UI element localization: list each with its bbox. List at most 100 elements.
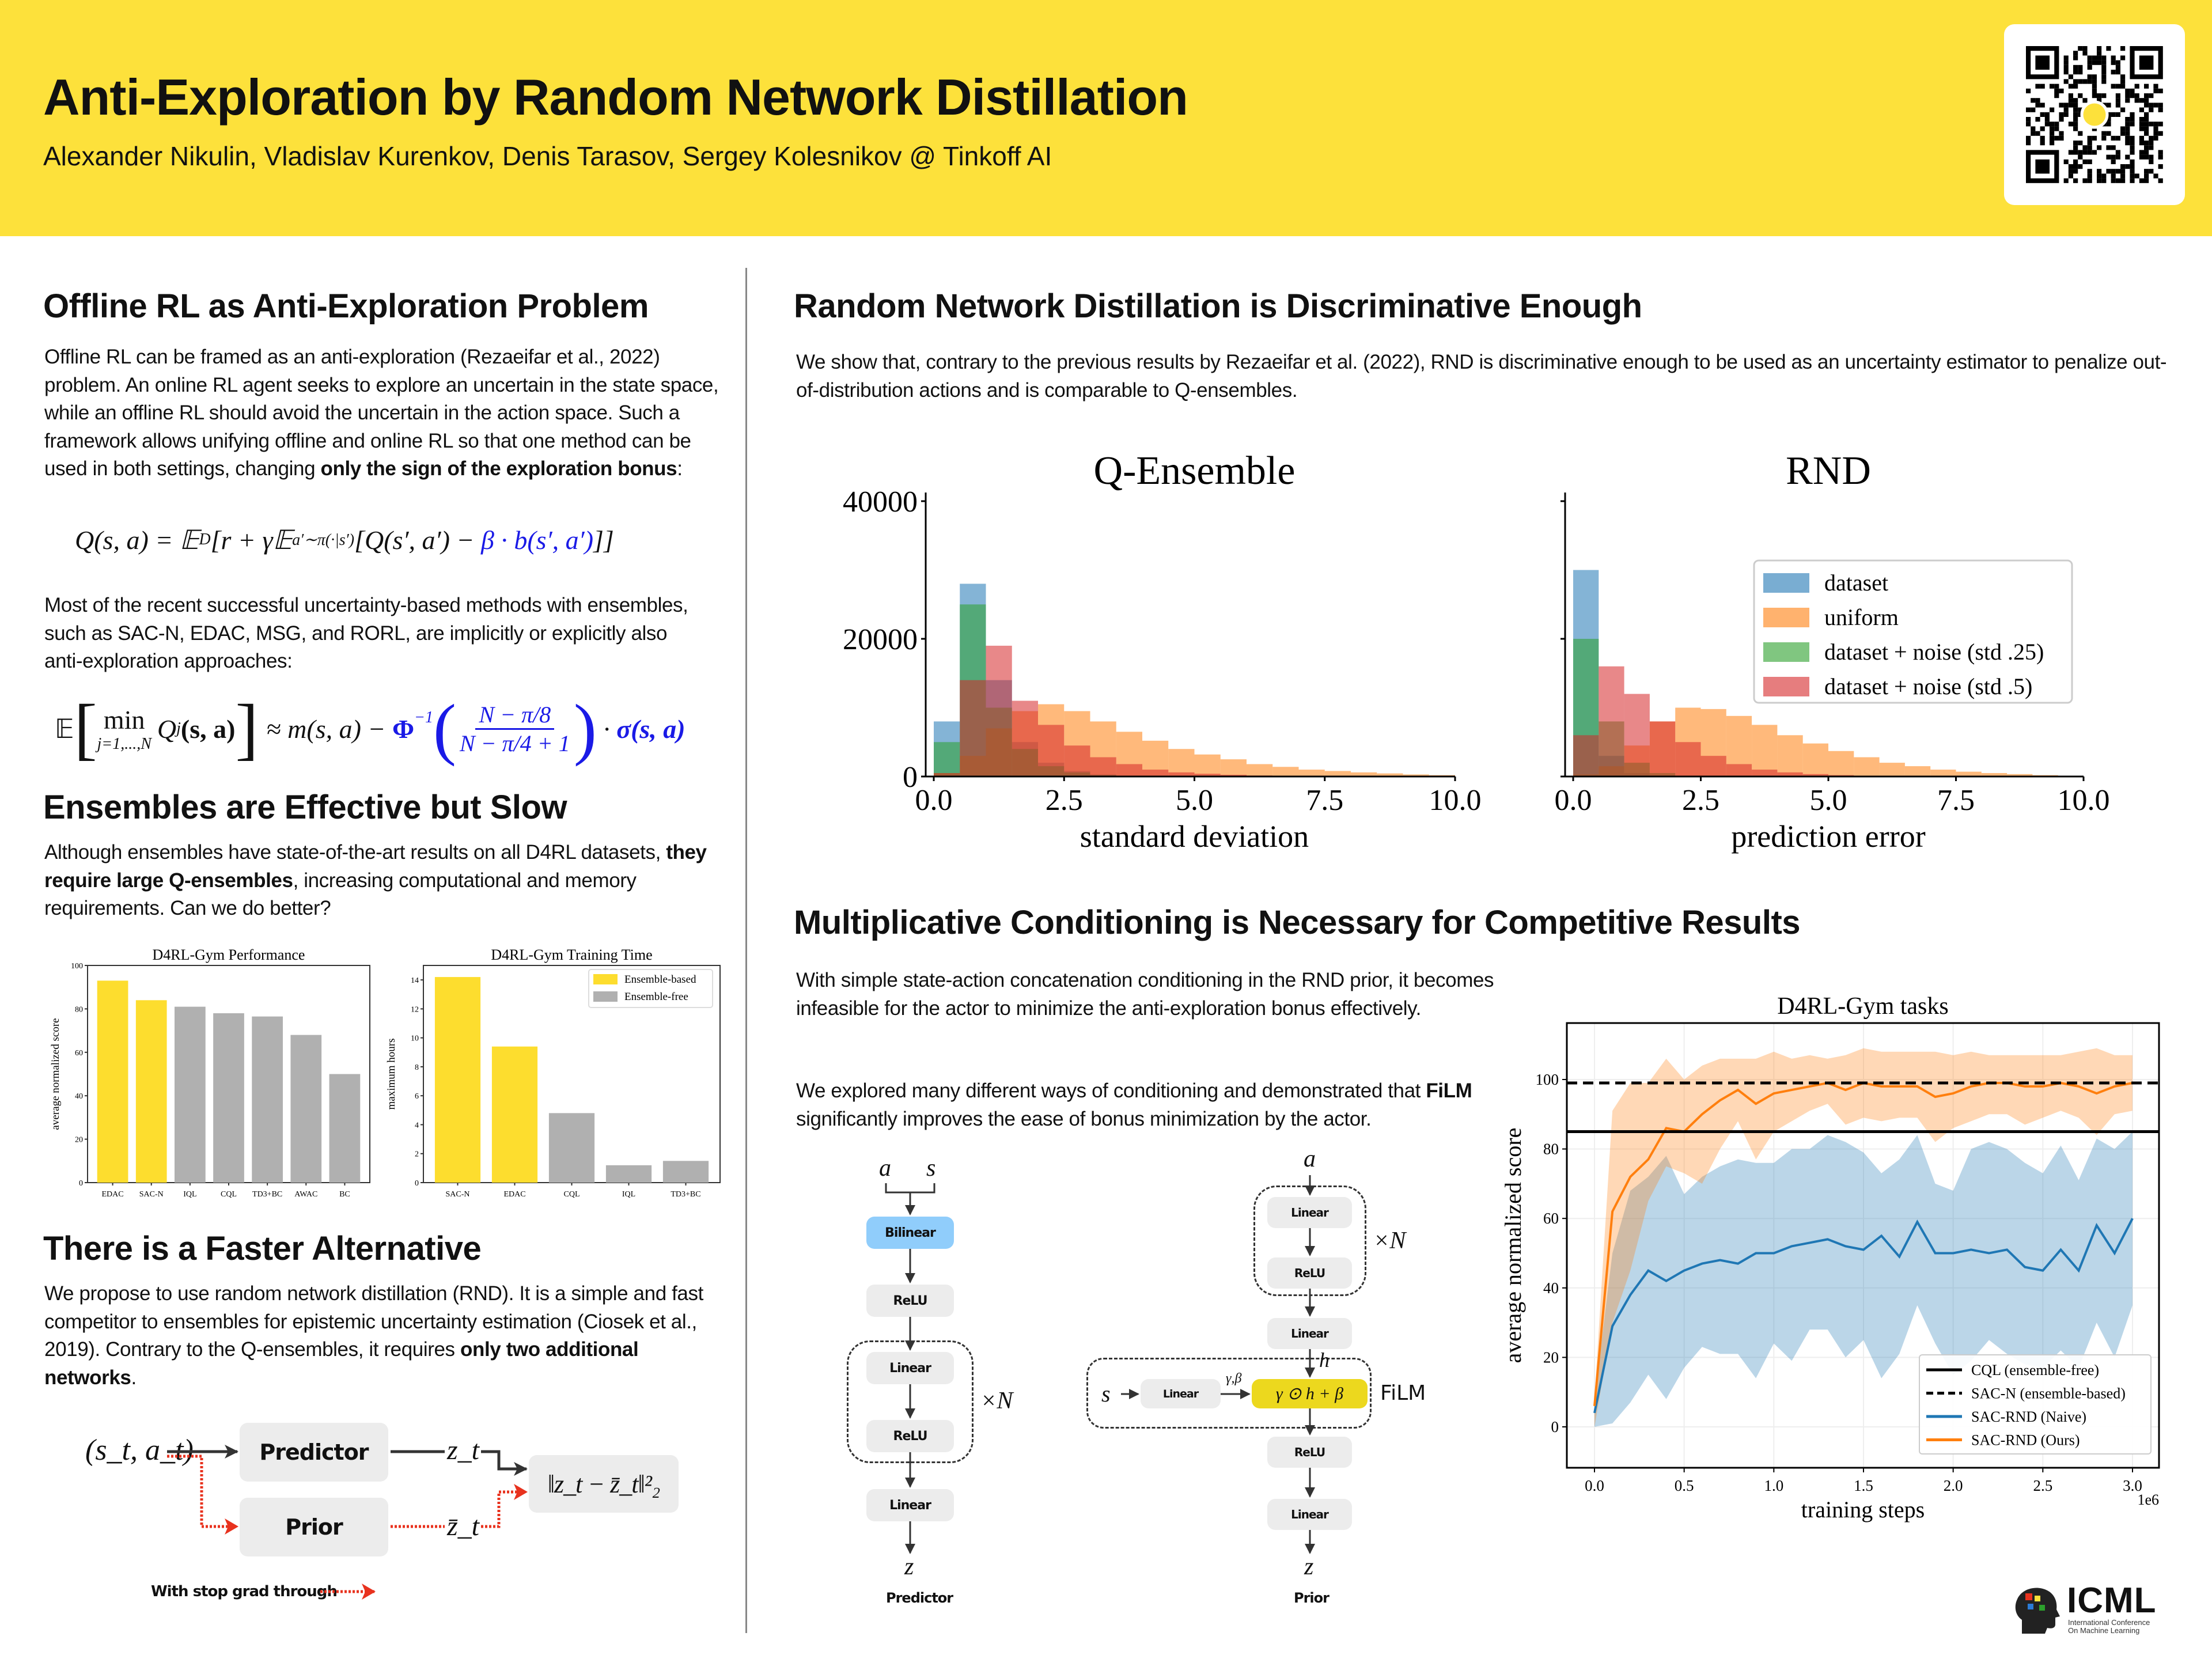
qr-module bbox=[2054, 93, 2059, 99]
histogram-bin bbox=[1828, 751, 1854, 777]
eq-part: [Q(s′, a′) − bbox=[354, 525, 481, 555]
qr-module bbox=[2101, 60, 2107, 65]
bold-text: FiLM bbox=[1426, 1080, 1472, 1102]
qr-module bbox=[2106, 145, 2111, 150]
film-group bbox=[1086, 1358, 1372, 1429]
qr-module bbox=[2073, 169, 2078, 174]
qr-module bbox=[2087, 60, 2092, 65]
qr-module bbox=[2139, 178, 2144, 183]
histogram-bin bbox=[1624, 694, 1650, 777]
icml-logo: ICML International Conference On Machine … bbox=[2010, 1583, 2183, 1636]
qr-module bbox=[2059, 131, 2064, 136]
qr-module bbox=[2097, 145, 2102, 150]
qr-module bbox=[2106, 117, 2111, 122]
qr-module bbox=[2130, 112, 2135, 117]
histogram-bin bbox=[1247, 764, 1273, 777]
histogram-bin bbox=[1038, 725, 1065, 777]
qr-module bbox=[2050, 107, 2055, 112]
qr-module bbox=[2073, 141, 2078, 146]
qr-module bbox=[2144, 141, 2149, 146]
hidden-h-label: h bbox=[1319, 1349, 1330, 1372]
repeat-n-label: ×N bbox=[1373, 1228, 1406, 1254]
qr-module bbox=[2082, 159, 2088, 164]
histogram-bin bbox=[1272, 767, 1299, 777]
line-chart-xlabel: training steps bbox=[1801, 1497, 1925, 1522]
qr-module bbox=[2115, 93, 2120, 99]
linear-block: Linear bbox=[1267, 1318, 1352, 1349]
text: , increasing computational and memory re… bbox=[44, 869, 637, 920]
qr-module bbox=[2097, 93, 2102, 99]
histogram-bin bbox=[1726, 764, 1752, 777]
ensemble-methods-paragraph: Most of the recent successful uncertaint… bbox=[44, 594, 688, 672]
qr-module bbox=[2092, 74, 2097, 79]
histogram-bin bbox=[1802, 743, 1828, 777]
qr-module bbox=[2092, 88, 2097, 93]
qr-module bbox=[2120, 79, 2126, 84]
y-tick-label: 80 bbox=[1543, 1141, 1559, 1158]
qr-module bbox=[2130, 164, 2135, 169]
bar-edac bbox=[97, 980, 128, 1183]
qr-module bbox=[2073, 107, 2078, 112]
qr-module bbox=[2063, 103, 2069, 108]
qr-code-graphic bbox=[2026, 46, 2163, 183]
relu-block: ReLU bbox=[866, 1285, 954, 1317]
histogram-bin bbox=[934, 773, 960, 777]
histogram-bin bbox=[2007, 774, 2033, 777]
x-tick-label: CQL bbox=[221, 1190, 237, 1199]
x-tick-label: 0.5 bbox=[1675, 1477, 1694, 1494]
qr-module bbox=[2078, 154, 2083, 160]
qr-module bbox=[2139, 126, 2144, 131]
rnd-paragraph: We propose to use random network distill… bbox=[44, 1280, 730, 1392]
qr-module bbox=[2158, 103, 2163, 108]
qr-module bbox=[2125, 131, 2130, 136]
x-tick-label: TD3+BC bbox=[252, 1190, 282, 1199]
legend-swatch bbox=[1763, 608, 1809, 627]
predictor-input-a: a bbox=[879, 1155, 891, 1181]
qr-module bbox=[2153, 131, 2158, 136]
ensembles-paragraph: Although ensembles have state-of-the-art… bbox=[44, 839, 730, 923]
histogram-bin bbox=[1324, 771, 1351, 777]
qr-module bbox=[2125, 141, 2130, 146]
x-tick-label: 2.0 bbox=[1944, 1477, 1963, 1494]
histogram-bin bbox=[1879, 763, 1905, 777]
bar-td3bc bbox=[252, 1016, 283, 1183]
qr-module bbox=[2063, 178, 2069, 183]
qr-module bbox=[2120, 107, 2126, 112]
qr-module bbox=[2026, 88, 2031, 93]
qr-module bbox=[2120, 84, 2126, 89]
line-chart-ylabel: average normalized score bbox=[1500, 1128, 1526, 1363]
qr-module bbox=[2073, 164, 2078, 169]
qr-module bbox=[2092, 126, 2097, 131]
predictor-output: z_t bbox=[445, 1434, 482, 1466]
qr-module bbox=[2130, 141, 2135, 146]
qr-module bbox=[2130, 159, 2135, 164]
qr-module bbox=[2153, 103, 2158, 108]
qr-module bbox=[2063, 60, 2069, 65]
histogram-bin bbox=[1168, 749, 1195, 777]
y-tick-label: 2 bbox=[415, 1150, 419, 1159]
histogram-title: Q-Ensemble bbox=[1094, 449, 1296, 493]
text: Although ensembles have state-of-the-art… bbox=[44, 841, 666, 863]
icml-subtitle: International Conference On Machine Learn… bbox=[2068, 1619, 2150, 1635]
qr-module bbox=[2125, 126, 2130, 131]
qr-code-icon[interactable] bbox=[2004, 24, 2185, 205]
qr-module bbox=[2134, 93, 2139, 99]
histogram-bin bbox=[934, 742, 960, 777]
icml-head-icon bbox=[2015, 1588, 2060, 1634]
qr-module bbox=[2068, 122, 2073, 127]
qr-module bbox=[2130, 135, 2135, 141]
qr-module bbox=[2125, 154, 2130, 160]
histogram-bin bbox=[1649, 721, 1676, 777]
qr-module bbox=[2120, 131, 2126, 136]
histogram-bin bbox=[1377, 773, 1403, 777]
qr-module bbox=[2144, 145, 2149, 150]
qr-module bbox=[2073, 112, 2078, 117]
film-operation-block: γ ⊙ h + β bbox=[1252, 1379, 1368, 1408]
rnd-discriminative-paragraph: We show that, contrary to the previous r… bbox=[796, 351, 2167, 402]
legend-label: Ensemble-free bbox=[624, 991, 688, 1003]
qr-module bbox=[2144, 103, 2149, 108]
qr-module bbox=[2101, 70, 2107, 75]
gamma-beta-label: γ,β bbox=[1226, 1371, 1242, 1386]
qr-module bbox=[2026, 122, 2031, 127]
state-action-input: (s_t, a_t) bbox=[85, 1434, 194, 1467]
